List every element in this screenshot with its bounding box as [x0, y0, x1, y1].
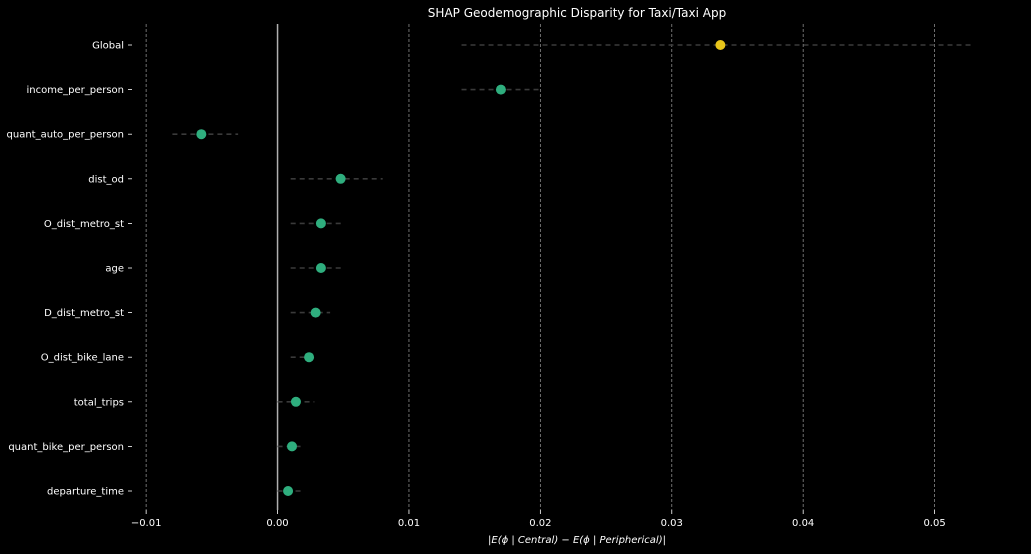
y-tick-label: O_dist_bike_lane [41, 353, 124, 364]
x-tick-label: 0.05 [923, 518, 945, 529]
y-tick-label: quant_auto_per_person [7, 130, 124, 141]
global-point [715, 40, 726, 50]
y-tick-label: quant_bike_per_person [8, 442, 124, 453]
point-layer [196, 40, 726, 496]
x-tick-label: −0.01 [131, 518, 162, 529]
y-tick-label: income_per_person [26, 85, 124, 96]
y-tick-label: total_trips [74, 397, 124, 408]
x-tick-label: 0.04 [792, 518, 814, 529]
confidence-interval-layer [172, 44, 975, 492]
feature-point [283, 486, 294, 496]
label-layer: −0.01 0.00 0.01 0.02 0.03 0.04 0.05 Global incom… [7, 41, 946, 530]
chart-title: SHAP Geodemographic Disparity for Taxi/T… [428, 6, 726, 20]
feature-point [196, 129, 207, 140]
feature-point [495, 84, 506, 95]
feature-point [315, 263, 326, 273]
x-tick-label: 0.01 [398, 518, 420, 529]
x-tick-label: 0.02 [529, 518, 551, 529]
y-tick-label: Global [92, 41, 124, 52]
y-tick-label: D_dist_metro_st [44, 308, 124, 319]
grid-layer [145, 24, 935, 514]
x-axis-label: |E(ϕ | Central) − E(ϕ | Peripherical)| [488, 535, 666, 546]
feature-point [304, 352, 315, 363]
feature-point [335, 173, 346, 184]
x-tick-label: 0.00 [266, 518, 288, 529]
y-tick-label: O_dist_metro_st [44, 219, 124, 230]
y-tick-label: age [105, 264, 124, 275]
feature-point [287, 441, 298, 452]
y-tick-label: departure_time [47, 487, 124, 498]
y-tick-label: dist_od [88, 174, 124, 185]
x-tick-label: 0.03 [661, 518, 683, 529]
feature-point [310, 307, 321, 318]
feature-point [315, 218, 326, 229]
feature-point [290, 396, 301, 407]
